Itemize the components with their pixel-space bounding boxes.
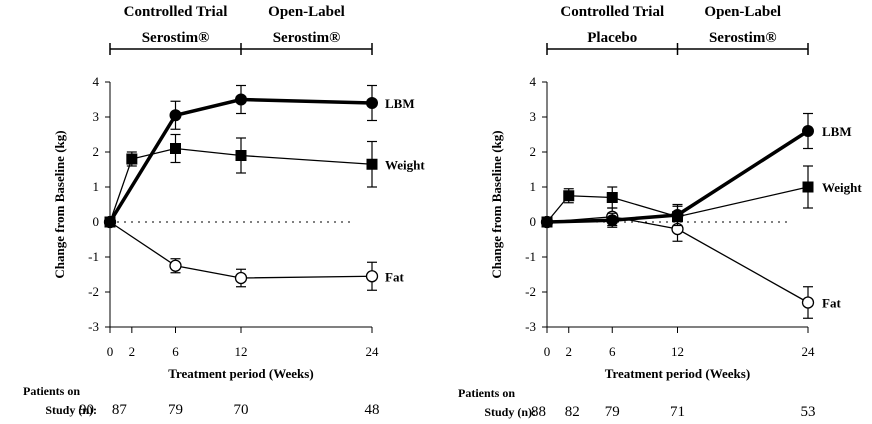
series-label: Fat	[385, 269, 404, 284]
patients-count: 82	[565, 404, 580, 420]
data-point	[365, 270, 379, 283]
series-label: LBM	[385, 96, 415, 111]
y-tick-label: 3	[530, 109, 537, 124]
x-tick-label: 12	[235, 344, 248, 359]
period-label: Open-Label	[268, 4, 345, 20]
patients-count: 88	[531, 404, 546, 420]
x-tick-label: 2	[129, 344, 136, 359]
series-label: LBM	[822, 124, 852, 139]
y-tick-label: -3	[525, 319, 536, 334]
series-weight: Weight	[104, 133, 425, 228]
series-fat: Fat	[103, 215, 404, 291]
y-tick-label: 0	[93, 214, 100, 229]
data-point	[126, 153, 138, 165]
y-tick-label: -2	[88, 284, 99, 299]
data-point	[104, 216, 116, 228]
y-tick-label: -1	[88, 249, 99, 264]
x-tick-label: 2	[566, 344, 573, 359]
y-tick-label: 2	[530, 144, 537, 159]
chart-panel-2: Controlled Trial Placebo Open-Label Serosti…	[458, 4, 862, 420]
patients-label: Study (n):	[45, 403, 97, 417]
period-label: Serostim®	[273, 30, 341, 46]
y-tick-label: -2	[525, 284, 536, 299]
data-point	[802, 125, 814, 137]
data-point	[169, 259, 182, 272]
period-label: Open-Label	[704, 4, 781, 20]
period-label: Placebo	[587, 30, 637, 46]
y-tick-label: 3	[93, 109, 100, 124]
data-point	[366, 97, 378, 109]
y-tick-label: 0	[530, 214, 537, 229]
patients-count: 70	[234, 402, 249, 418]
data-point	[606, 192, 618, 203]
data-point	[801, 296, 815, 309]
data-point	[671, 209, 684, 221]
x-tick-label: 6	[172, 344, 179, 359]
x-tick-label: 24	[366, 344, 380, 359]
data-point	[366, 158, 378, 170]
y-tick-label: -1	[525, 249, 536, 264]
x-tick-label: 0	[544, 344, 551, 359]
patients-count: 48	[365, 402, 380, 418]
period-label: Serostim®	[142, 30, 210, 46]
data-point	[235, 93, 247, 106]
data-point	[235, 150, 247, 161]
patients-count: 79	[168, 402, 183, 418]
x-tick-label: 24	[802, 344, 816, 359]
x-tick-label: 12	[671, 344, 684, 359]
y-tick-label: 2	[93, 144, 100, 159]
patients-count: 79	[605, 404, 620, 420]
data-point	[563, 190, 575, 202]
data-point	[541, 216, 553, 228]
x-tick-label: 0	[107, 344, 114, 359]
x-axis-title: Treatment period (Weeks)	[605, 366, 750, 381]
data-point	[170, 143, 181, 154]
y-axis-title: Change from Baseline (kg)	[489, 130, 504, 278]
patients-label: Study (n):	[484, 405, 536, 419]
period-label: Controlled Trial	[560, 4, 664, 20]
data-point	[606, 214, 619, 227]
y-tick-label: -3	[88, 319, 99, 334]
series-line	[546, 129, 809, 224]
data-point	[802, 181, 814, 193]
period-label: Serostim®	[709, 30, 777, 46]
patients-label: Patients on	[23, 384, 80, 398]
period-label: Controlled Trial	[124, 4, 228, 20]
series-lbm: LBM	[541, 112, 852, 228]
patients-count: 71	[670, 404, 685, 420]
series-line	[109, 221, 373, 279]
patients-count: 90	[79, 402, 94, 418]
chart-panel-1: Controlled Trial Serostim® Open-Label Seros…	[23, 4, 425, 418]
patients-label: Patients on	[458, 386, 515, 400]
y-tick-label: 1	[93, 179, 100, 194]
series-line	[108, 97, 373, 223]
y-axis-title: Change from Baseline (kg)	[52, 130, 67, 278]
y-tick-label: 4	[530, 74, 537, 89]
series-label: Weight	[822, 180, 862, 195]
y-tick-label: 4	[93, 74, 100, 89]
series-lbm: LBM	[104, 84, 415, 228]
x-tick-label: 6	[609, 344, 616, 359]
data-point	[169, 109, 182, 122]
series-label: Fat	[822, 296, 841, 311]
data-point	[234, 271, 248, 285]
x-axis-title: Treatment period (Weeks)	[168, 366, 313, 381]
patients-count: 53	[801, 404, 816, 420]
y-tick-label: 1	[530, 179, 537, 194]
series-fat: Fat	[540, 207, 841, 319]
series-label: Weight	[385, 157, 425, 172]
patients-count: 87	[112, 402, 128, 418]
